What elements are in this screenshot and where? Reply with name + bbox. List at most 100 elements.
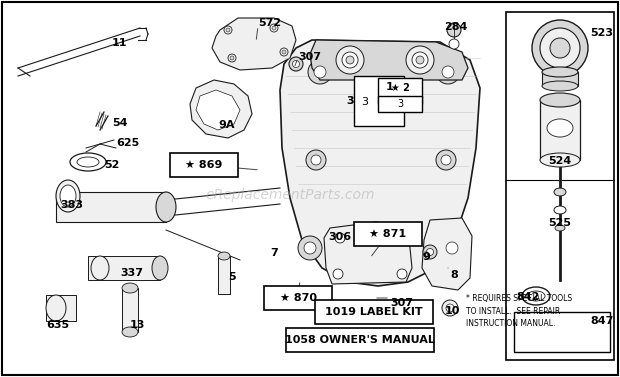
Text: 1058 OWNER'S MANUAL: 1058 OWNER'S MANUAL (285, 335, 435, 345)
Circle shape (293, 60, 299, 67)
Text: 847: 847 (590, 316, 613, 326)
Text: 3: 3 (346, 96, 353, 106)
Circle shape (427, 248, 433, 256)
Text: 307: 307 (390, 298, 413, 308)
Text: 3: 3 (361, 97, 368, 107)
Text: 307: 307 (298, 52, 321, 62)
Ellipse shape (56, 180, 80, 212)
Bar (170, 153, 238, 177)
Polygon shape (196, 90, 240, 130)
Circle shape (441, 155, 451, 165)
Text: 9A: 9A (218, 120, 234, 130)
Polygon shape (422, 218, 472, 290)
Circle shape (440, 236, 464, 260)
Circle shape (447, 23, 461, 37)
Text: 3: 3 (397, 99, 403, 109)
Circle shape (230, 56, 234, 60)
Ellipse shape (554, 188, 566, 196)
Polygon shape (324, 222, 412, 284)
Circle shape (224, 26, 232, 34)
Ellipse shape (91, 256, 109, 280)
Polygon shape (280, 40, 480, 286)
Bar (46, 295, 76, 321)
Circle shape (333, 269, 343, 279)
Bar (122, 288, 138, 332)
Text: ★ 870: ★ 870 (280, 293, 316, 303)
Circle shape (226, 28, 230, 32)
Text: 525: 525 (548, 218, 571, 228)
Circle shape (446, 304, 454, 312)
Text: * REQUIRES SPECIAL TOOLS
TO INSTALL.  SEE REPAIR
INSTRUCTION MANUAL.: * REQUIRES SPECIAL TOOLS TO INSTALL. SEE… (466, 294, 572, 328)
Circle shape (532, 20, 588, 76)
Text: 306: 306 (328, 232, 351, 242)
Text: 10: 10 (445, 306, 461, 316)
Circle shape (311, 155, 321, 165)
Text: 11: 11 (112, 38, 128, 48)
Text: 7: 7 (270, 248, 278, 258)
Circle shape (336, 46, 364, 74)
Bar (540, 100, 580, 160)
Text: 1: 1 (386, 82, 394, 92)
Circle shape (335, 233, 345, 243)
Circle shape (306, 150, 326, 170)
Text: 635: 635 (46, 320, 69, 330)
Circle shape (289, 57, 303, 71)
Bar (88, 256, 160, 280)
Circle shape (446, 242, 458, 254)
Circle shape (395, 233, 405, 243)
Text: 1: 1 (388, 83, 394, 93)
Ellipse shape (547, 119, 573, 137)
Ellipse shape (542, 67, 578, 77)
Ellipse shape (46, 295, 66, 321)
Circle shape (272, 26, 276, 30)
Text: 1019 LABEL KIT: 1019 LABEL KIT (325, 307, 423, 317)
Circle shape (449, 39, 459, 49)
Ellipse shape (554, 206, 566, 214)
Text: 383: 383 (60, 200, 83, 210)
Ellipse shape (60, 185, 76, 207)
Ellipse shape (122, 283, 138, 293)
Text: 572: 572 (258, 18, 281, 28)
Ellipse shape (152, 256, 168, 280)
Circle shape (423, 245, 437, 259)
Bar (354, 76, 404, 126)
Circle shape (228, 54, 236, 62)
Circle shape (346, 56, 354, 64)
Bar (514, 312, 610, 352)
Bar (378, 78, 422, 104)
Circle shape (412, 52, 428, 68)
Circle shape (550, 38, 570, 58)
Circle shape (304, 242, 316, 254)
Circle shape (280, 48, 288, 56)
Text: ★ 869: ★ 869 (185, 160, 223, 170)
Circle shape (540, 28, 580, 68)
Ellipse shape (540, 93, 580, 107)
Circle shape (314, 66, 326, 78)
Circle shape (308, 60, 332, 84)
Ellipse shape (540, 153, 580, 167)
Circle shape (282, 50, 286, 54)
Bar (542, 72, 578, 86)
Polygon shape (190, 80, 252, 138)
Circle shape (436, 60, 460, 84)
Circle shape (270, 24, 278, 32)
Text: 8: 8 (450, 270, 458, 280)
Bar (506, 12, 614, 360)
Text: 524: 524 (548, 156, 571, 166)
Circle shape (442, 300, 458, 316)
Ellipse shape (156, 192, 176, 222)
Circle shape (342, 52, 358, 68)
Polygon shape (212, 18, 296, 70)
Circle shape (436, 150, 456, 170)
Bar (354, 222, 422, 246)
Text: 13: 13 (130, 320, 145, 330)
Bar (315, 300, 433, 324)
Text: 842: 842 (516, 292, 539, 302)
Text: 284: 284 (444, 22, 467, 32)
Text: 52: 52 (104, 160, 120, 170)
Ellipse shape (122, 327, 138, 337)
Circle shape (416, 56, 424, 64)
Text: eReplacementParts.com: eReplacementParts.com (205, 188, 374, 202)
Ellipse shape (542, 81, 578, 91)
Text: 9: 9 (422, 252, 430, 262)
